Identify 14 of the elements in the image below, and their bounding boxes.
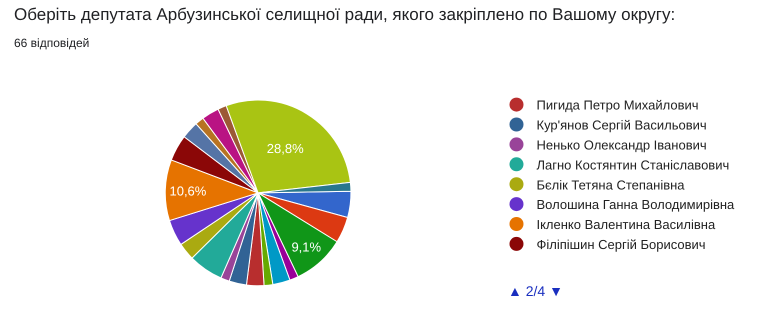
legend-label: Філіпішин Сергій Борисович [536,236,706,252]
data-label: 9,1% [291,239,322,254]
legend-label: Кур'янов Сергій Васильович [536,118,707,133]
text: 66 відповідей [14,36,90,50]
legend-label: Бєлік Тетяна Степанівна [536,177,686,192]
data-label: 10,6% [169,183,207,198]
text: ▲ 2/4 ▼ [508,283,563,299]
legend-label: Лагно Костянтин Станіславович [536,157,730,172]
legend-label: Волошина Ганна Володимирівна [536,197,736,212]
chart-title: Оберіть депутата Арбузинської селищної ради, якого закріплено по Вашому округу: [14,5,676,24]
legend-label: Ненько Олександр Іванович [536,137,707,152]
legend-label: Ікленко Валентина Василівна [536,217,716,232]
legend-label: Пигида Петро Михайлович [536,98,699,113]
data-label: 28,8% [266,141,304,156]
